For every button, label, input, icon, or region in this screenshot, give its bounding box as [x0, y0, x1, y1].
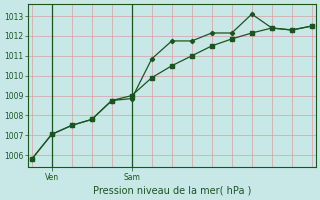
- X-axis label: Pression niveau de la mer( hPa ): Pression niveau de la mer( hPa ): [92, 186, 251, 196]
